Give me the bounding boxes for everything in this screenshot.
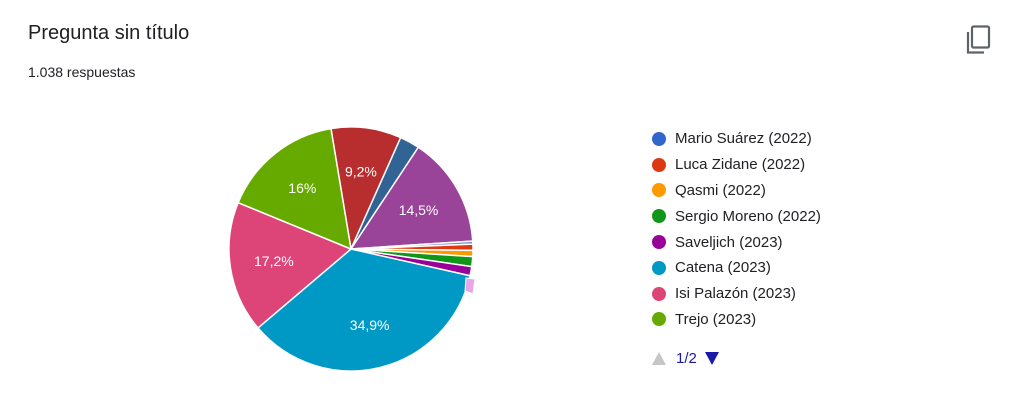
- pie-slice[interactable]: [228, 201, 353, 329]
- legend-item: Isi Palazón (2023): [652, 281, 821, 307]
- legend-pager: 1/2: [652, 350, 719, 367]
- legend-item: Trejo (2023): [652, 307, 821, 333]
- legend-label: Qasmi (2022): [675, 181, 766, 199]
- legend-item: Qasmi (2022): [652, 178, 821, 204]
- legend-swatch: [652, 260, 666, 275]
- pager-up-icon[interactable]: [652, 352, 666, 365]
- pie-slice[interactable]: [256, 248, 471, 372]
- pie-slice[interactable]: [349, 146, 474, 250]
- legend-item: Saveljich (2023): [652, 229, 821, 255]
- pie-slice-label: 14,5%: [399, 202, 439, 218]
- chart-legend: Mario Suárez (2022) Luca Zidane (2022) Qas…: [652, 126, 821, 332]
- legend-label: Trejo (2023): [675, 310, 757, 328]
- legend-swatch: [652, 312, 666, 327]
- legend-label: Sergio Moreno (2022): [675, 207, 821, 225]
- legend-swatch: [652, 209, 666, 224]
- legend-swatch: [652, 131, 666, 146]
- pie-chart: 9,2% 14,5% 34,9% 17,2% 16%: [228, 126, 476, 372]
- copy-chart-button[interactable]: [960, 22, 996, 58]
- legend-item: Catena (2023): [652, 255, 821, 281]
- pie-slice[interactable]: [237, 127, 352, 251]
- legend-label: Isi Palazón (2023): [675, 285, 796, 303]
- question-title: Pregunta sin título: [28, 22, 190, 44]
- pager-down-icon[interactable]: [704, 352, 719, 365]
- legend-swatch: [652, 286, 666, 301]
- pie-slice-label: 17,2%: [254, 253, 294, 269]
- pager-page: 1/2: [676, 350, 697, 367]
- legend-label: Luca Zidane (2022): [675, 156, 806, 174]
- legend-item: Sergio Moreno (2022): [652, 203, 821, 229]
- pie-slice-label: 9,2%: [345, 164, 377, 180]
- pie-hover-tab: [464, 277, 476, 295]
- copy-icon: [966, 25, 991, 54]
- legend-label: Mario Suárez (2022): [675, 130, 812, 148]
- pie-slice-label: 34,9%: [350, 317, 390, 333]
- legend-label: Catena (2023): [675, 259, 771, 277]
- legend-swatch: [652, 157, 666, 172]
- legend-swatch: [652, 183, 666, 198]
- legend-item: Mario Suárez (2022): [652, 126, 821, 152]
- legend-label: Saveljich (2023): [675, 233, 783, 251]
- legend-item: Luca Zidane (2022): [652, 152, 821, 178]
- response-count: 1.038 respuestas: [28, 64, 136, 80]
- pie-slice-label: 16%: [288, 180, 316, 196]
- legend-swatch: [652, 235, 666, 250]
